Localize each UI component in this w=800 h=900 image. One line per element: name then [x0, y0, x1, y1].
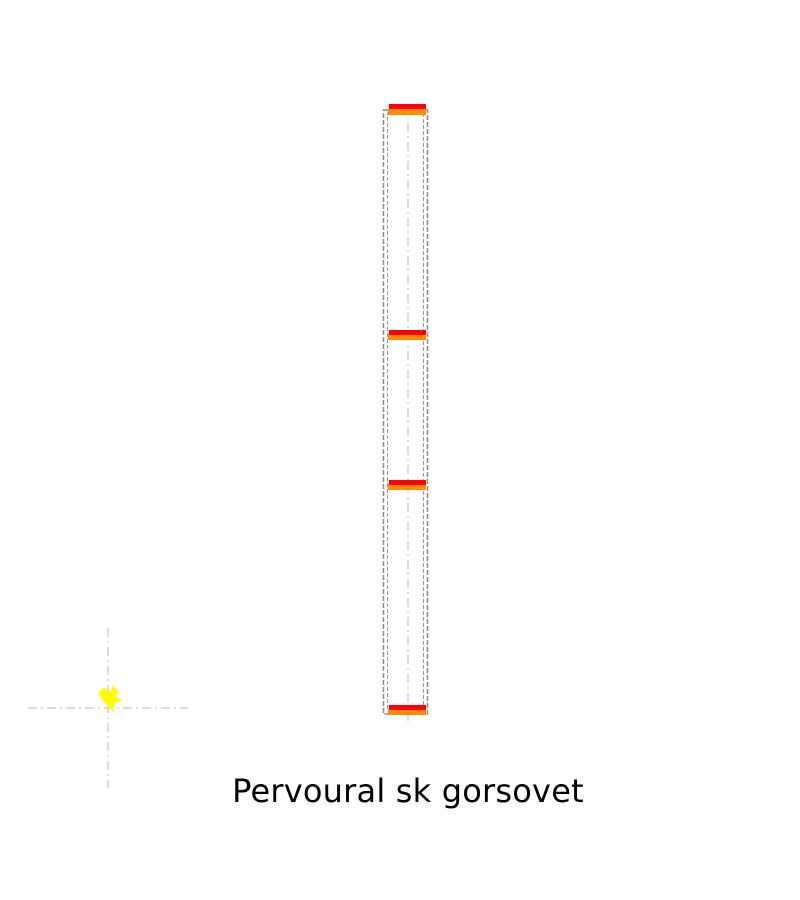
- crosshair-guide: [28, 628, 188, 788]
- column-outline: [382, 109, 429, 715]
- level-marker-bottom-primary: [389, 705, 426, 710]
- level-marker-bottom-secondary: [388, 709, 426, 715]
- point-marker-shape: [98, 684, 123, 713]
- level-marker-lower-secondary: [388, 484, 426, 490]
- level-marker-top-secondary: [388, 109, 426, 115]
- level-marker-bottom: [388, 705, 426, 715]
- column-outline-inner: [387, 112, 424, 712]
- level-marker-upper-primary: [389, 330, 426, 335]
- diagram-caption: Pervoural sk gorsovet: [232, 772, 584, 810]
- level-marker-lower: [388, 480, 426, 490]
- level-marker-top: [388, 104, 426, 115]
- level-marker-top-primary: [389, 104, 426, 109]
- level-marker-upper: [388, 330, 426, 340]
- star-marker-icon: [98, 684, 123, 713]
- column-outline-outer: [382, 109, 429, 715]
- level-marker-lower-primary: [389, 480, 426, 485]
- level-marker-upper-secondary: [388, 334, 426, 340]
